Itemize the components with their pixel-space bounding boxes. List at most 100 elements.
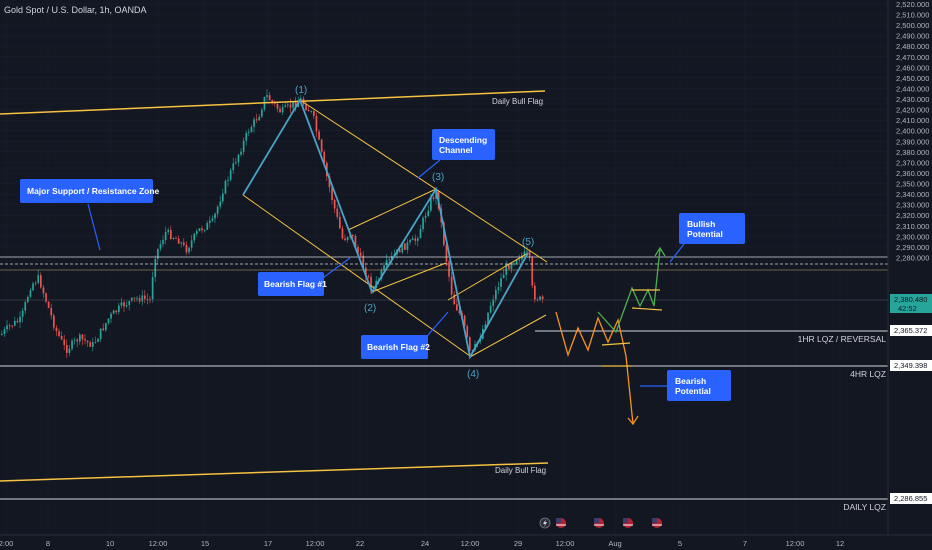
- candle-body: [450, 276, 453, 295]
- candle-body: [370, 276, 372, 289]
- lower-bull-flag-line[interactable]: [0, 462, 549, 482]
- candle-body: [170, 229, 172, 239]
- bearish-projection-path[interactable]: [555, 311, 634, 425]
- time-tick-label: 5: [678, 539, 682, 548]
- wave-labels: (1) (2) (3) (4) (5): [295, 85, 534, 380]
- candle-body: [365, 267, 367, 277]
- candle-body: [58, 331, 60, 336]
- callout-flag2[interactable]: Bearish Flag #2: [361, 311, 449, 359]
- candle-body: [328, 176, 331, 188]
- callout-flag2-text: Bearish Flag #2: [367, 342, 430, 352]
- upper-bull-flag-line[interactable]: [0, 90, 546, 115]
- candle-body: [136, 298, 138, 300]
- candle-body: [79, 334, 81, 342]
- candle-body: [409, 240, 411, 243]
- time-tick-label: 10: [106, 539, 114, 548]
- callout-support-text: Major Support / Resistance Zone: [27, 186, 160, 196]
- lower-bull-flag-label: Daily Bull Flag: [495, 466, 546, 475]
- candle-body: [253, 119, 255, 127]
- candle-body: [232, 163, 235, 171]
- candle-body: [367, 276, 370, 277]
- flag1-lower-line[interactable]: [371, 262, 447, 293]
- candle-body: [484, 324, 487, 329]
- candle-body: [354, 236, 357, 247]
- channel-lower-line[interactable]: [242, 194, 471, 357]
- candle-body: [216, 206, 219, 214]
- channel-upper-line[interactable]: [299, 99, 548, 263]
- candle-body: [310, 111, 313, 112]
- candle-body: [443, 222, 445, 245]
- us-flag-icon[interactable]: [623, 518, 633, 528]
- candle-body: [492, 299, 495, 306]
- price-tick-label: 2,410.000: [896, 116, 929, 125]
- candle-body: [53, 315, 55, 328]
- price-tick-label: 2,520.000: [896, 0, 929, 9]
- candle-body: [279, 108, 281, 113]
- candle-body: [193, 233, 196, 241]
- candle-body: [55, 327, 58, 332]
- flag2-lower-line[interactable]: [469, 314, 547, 358]
- candle-body: [242, 140, 245, 152]
- price-tag-4hr: [890, 360, 932, 371]
- flag1-upper-line[interactable]: [347, 188, 437, 231]
- wave-label-4[interactable]: (4): [467, 369, 479, 380]
- wave-label-3[interactable]: (3): [432, 172, 444, 183]
- candle-body: [151, 277, 154, 300]
- us-flag-icon[interactable]: [556, 518, 566, 528]
- callout-bearish-line1: Bearish: [675, 376, 706, 386]
- candle-body: [185, 245, 188, 253]
- time-tick-label: 15: [201, 539, 209, 548]
- callout-support[interactable]: Major Support / Resistance Zone: [20, 179, 160, 251]
- price-tick-label: 2,440.000: [896, 85, 929, 94]
- callout-bearish[interactable]: Bearish Potential: [640, 370, 731, 401]
- candle-body: [292, 102, 294, 108]
- bullish-projection-path[interactable]: [597, 248, 661, 334]
- current-price-tag: [890, 294, 932, 313]
- candle-body: [177, 238, 180, 244]
- time-tick-label: 24: [421, 539, 429, 548]
- price-tick-label: 2,490.000: [896, 32, 929, 41]
- candle-body: [131, 297, 133, 301]
- candle-body: [471, 350, 474, 351]
- wave-label-5[interactable]: (5): [522, 237, 534, 248]
- callout-channel[interactable]: Descending Channel: [417, 129, 495, 179]
- candle-body: [430, 197, 432, 211]
- time-axis[interactable]: 2:00 8 10 12:00 15 17 12:00 22 24 12:00 29 12:00 Aug…: [0, 534, 932, 548]
- time-tick-label: Aug: [608, 539, 621, 548]
- callout-bullish[interactable]: Bullish Potential: [669, 213, 745, 263]
- wave-label-1[interactable]: (1): [295, 85, 307, 96]
- price-tick-label: 2,430.000: [896, 95, 929, 104]
- price-tick-label: 2,320.000: [896, 211, 929, 220]
- candle-body: [120, 302, 123, 306]
- candle-body: [406, 242, 409, 250]
- candle-body: [37, 275, 40, 283]
- daily-bull-flag: [0, 90, 549, 482]
- candle-body: [50, 308, 53, 316]
- candle-body: [81, 334, 84, 340]
- us-flag-icon[interactable]: [652, 518, 662, 528]
- candle-body: [341, 228, 344, 239]
- candle-body: [47, 301, 50, 308]
- current-price-value: 2,380.480: [894, 295, 927, 304]
- flag2-upper-line[interactable]: [447, 252, 529, 301]
- price-tick-label: 2,390.000: [896, 137, 929, 146]
- callout-flag1[interactable]: Bearish Flag #1: [258, 257, 351, 296]
- candle-body: [339, 216, 341, 229]
- lightning-icon[interactable]: [539, 517, 551, 529]
- candle-body: [105, 323, 107, 331]
- candle-body: [289, 104, 292, 108]
- wave-label-2[interactable]: (2): [364, 303, 376, 314]
- candle-body: [500, 278, 502, 287]
- elliott-wave-path[interactable]: [242, 97, 529, 360]
- candle-body: [180, 242, 183, 244]
- candle-body: [388, 259, 391, 261]
- candle-body: [333, 200, 336, 209]
- us-flag-icon[interactable]: [594, 518, 604, 528]
- candle-body: [463, 315, 466, 327]
- candle-body: [487, 312, 489, 325]
- descending-channel: [242, 99, 548, 358]
- candle-body: [214, 213, 216, 219]
